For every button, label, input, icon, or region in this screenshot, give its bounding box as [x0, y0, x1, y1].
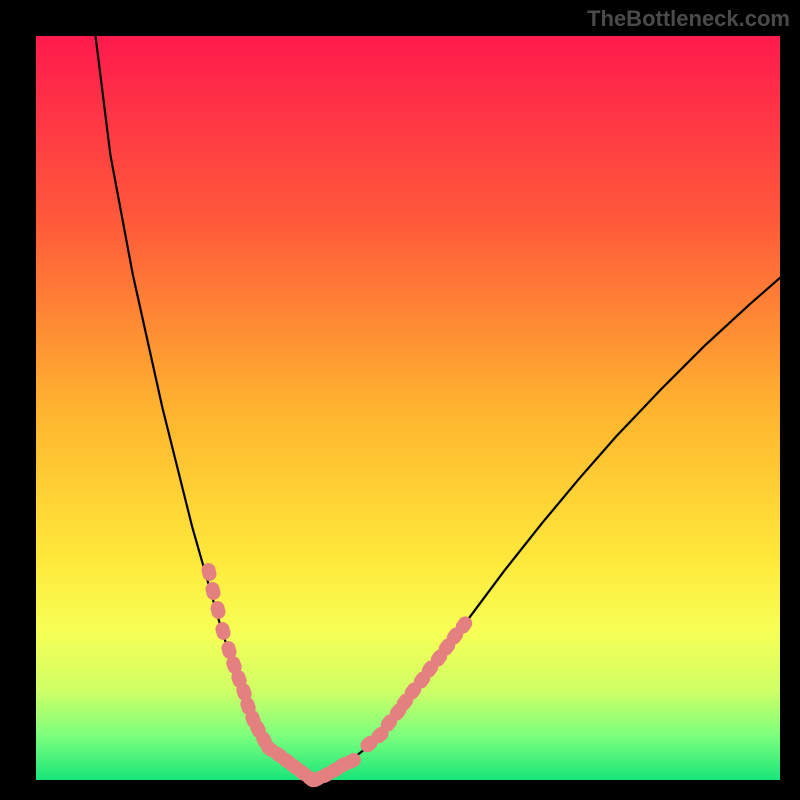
curve-layer [36, 36, 780, 780]
plot-area [36, 36, 780, 780]
watermark-text: TheBottleneck.com [587, 6, 790, 32]
right-curve [311, 278, 780, 780]
left-curve [96, 36, 312, 780]
